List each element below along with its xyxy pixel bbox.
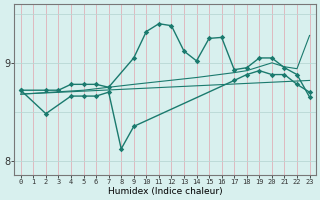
X-axis label: Humidex (Indice chaleur): Humidex (Indice chaleur): [108, 187, 222, 196]
